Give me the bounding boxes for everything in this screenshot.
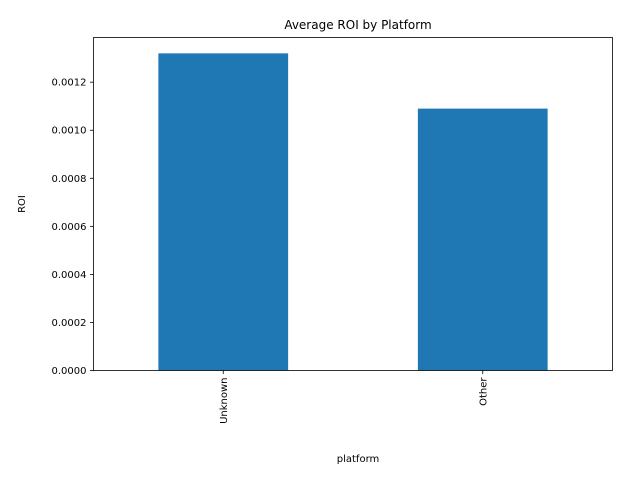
bar-unknown bbox=[158, 53, 289, 371]
plot-frame bbox=[93, 37, 613, 371]
chart-title: Average ROI by Platform bbox=[284, 18, 431, 32]
x-tick-label: Unknown bbox=[219, 378, 230, 424]
y-axis-label: ROI bbox=[17, 195, 28, 213]
bar-other bbox=[417, 108, 548, 371]
y-tick-label: 0.0004 bbox=[52, 270, 87, 281]
y-axis-ticks: 0.0000 0.0002 0.0004 0.0006 0.0008 0.0010 0.00… bbox=[52, 78, 94, 377]
y-tick-label: 0.0006 bbox=[52, 222, 87, 233]
y-tick-label: 0.0000 bbox=[52, 366, 87, 377]
x-axis-ticks: Unknown Other bbox=[219, 370, 489, 424]
y-tick-label: 0.0012 bbox=[52, 78, 87, 89]
x-axis-label: platform bbox=[337, 454, 380, 465]
y-tick-label: 0.0002 bbox=[52, 318, 87, 329]
bars-group bbox=[158, 53, 548, 371]
x-tick-label: Other bbox=[478, 377, 489, 406]
y-tick-label: 0.0008 bbox=[52, 174, 87, 185]
y-tick-label: 0.0010 bbox=[52, 126, 87, 137]
